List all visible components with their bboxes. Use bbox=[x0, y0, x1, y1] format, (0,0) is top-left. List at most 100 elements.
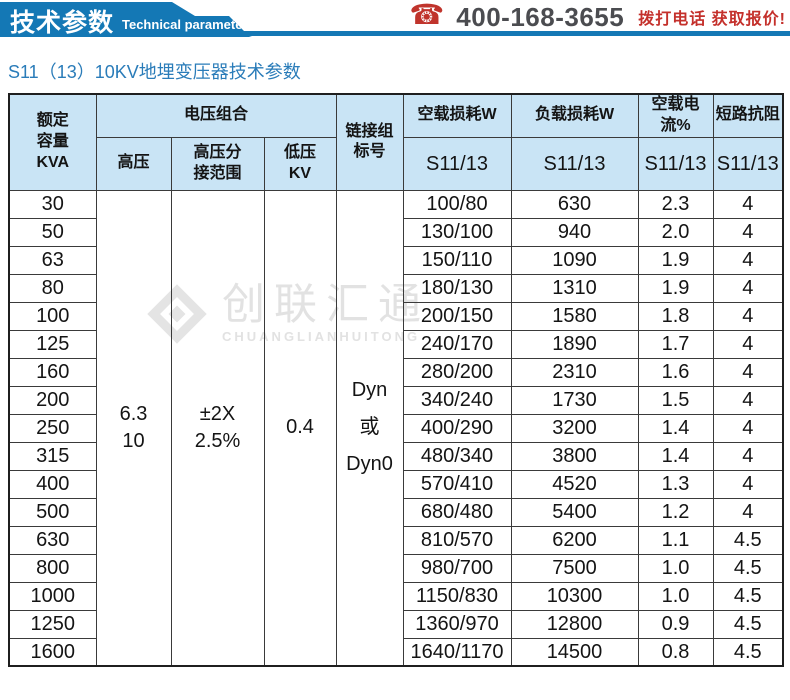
cell-no-load-current: 1.6 bbox=[637, 357, 714, 387]
header-no-load-current: 空载电流% bbox=[637, 93, 714, 138]
page-title: S11（13）10KV地埋变压器技术参数 bbox=[8, 62, 301, 82]
cell-impedance: 4 bbox=[712, 469, 784, 499]
cell-capacity: 400 bbox=[8, 469, 97, 499]
cell-impedance: 4 bbox=[712, 329, 784, 359]
cell-load-loss: 1090 bbox=[510, 245, 639, 275]
header-divider-line bbox=[0, 31, 790, 36]
cell-impedance: 4.5 bbox=[712, 609, 784, 639]
cell-capacity: 200 bbox=[8, 385, 97, 415]
table-row: 80 180/130 1310 1.9 4 bbox=[8, 273, 784, 303]
cell-load-loss: 6200 bbox=[510, 525, 639, 555]
cell-no-load-current: 1.7 bbox=[637, 329, 714, 359]
table-row: 1000 1150/830 10300 1.0 4.5 bbox=[8, 581, 784, 611]
cell-load-loss: 5400 bbox=[510, 497, 639, 527]
cell-capacity: 160 bbox=[8, 357, 97, 387]
telephone-icon: ☎ bbox=[409, 0, 445, 30]
cell-impedance: 4 bbox=[712, 413, 784, 443]
cell-no-load-loss: 150/110 bbox=[402, 245, 512, 275]
table-row: 125 240/170 1890 1.7 4 bbox=[8, 329, 784, 359]
cell-no-load-loss: 480/340 bbox=[402, 441, 512, 471]
cell-load-loss: 3800 bbox=[510, 441, 639, 471]
cell-no-load-current: 1.4 bbox=[637, 413, 714, 443]
cell-no-load-current: 1.2 bbox=[637, 497, 714, 527]
cell-no-load-current: 0.8 bbox=[637, 637, 714, 667]
cell-capacity: 250 bbox=[8, 413, 97, 443]
table-header: 额定 容量 KVA 电压组合 链接组 标号 空载损耗W 负载损耗W 空载电流% … bbox=[8, 93, 784, 191]
cell-no-load-loss: 680/480 bbox=[402, 497, 512, 527]
cell-no-load-current: 2.0 bbox=[637, 217, 714, 247]
cell-no-load-loss: 180/130 bbox=[402, 273, 512, 303]
header-hv-tap: 高压分 接范围 bbox=[170, 136, 265, 191]
cell-load-loss: 2310 bbox=[510, 357, 639, 387]
header-capacity: 额定 容量 KVA bbox=[8, 93, 97, 191]
cell-impedance: 4 bbox=[712, 357, 784, 387]
cell-no-load-current: 0.9 bbox=[637, 609, 714, 639]
header-lv: 低压 KV bbox=[263, 136, 337, 191]
table-row: 1600 1640/1170 14500 0.8 4.5 bbox=[8, 637, 784, 667]
header-model-no-load-current: S11/13 bbox=[637, 136, 714, 191]
cell-impedance: 4 bbox=[712, 189, 784, 219]
cell-capacity: 1600 bbox=[8, 637, 97, 667]
cell-hv-tap-value: ±2X 2.5% bbox=[170, 189, 265, 667]
cell-load-loss: 1580 bbox=[510, 301, 639, 331]
cell-impedance: 4.5 bbox=[712, 637, 784, 667]
header-voltage-group: 电压组合 bbox=[95, 93, 337, 138]
header-hv: 高压 bbox=[95, 136, 172, 191]
table-row: 30 6.3 10 ±2X 2.5% 0.4 Dyn 或 Dyn0 100/80 630 2.… bbox=[8, 189, 784, 667]
cell-no-load-current: 1.1 bbox=[637, 525, 714, 555]
cell-load-loss: 1730 bbox=[510, 385, 639, 415]
cell-hv-value: 6.3 10 bbox=[95, 189, 172, 667]
table-row: 100 200/150 1580 1.8 4 bbox=[8, 301, 784, 331]
cell-load-loss: 12800 bbox=[510, 609, 639, 639]
cell-capacity: 315 bbox=[8, 441, 97, 471]
spec-table-wrapper: 创联汇通 CHUANGLIANHUITONG 额定 容量 KVA 电压组合 链接… bbox=[8, 93, 784, 668]
cell-no-load-current: 1.9 bbox=[637, 273, 714, 303]
cell-no-load-loss: 1360/970 bbox=[402, 609, 512, 639]
cell-capacity: 800 bbox=[8, 553, 97, 583]
cell-no-load-current: 1.5 bbox=[637, 385, 714, 415]
cell-no-load-loss: 810/570 bbox=[402, 525, 512, 555]
banner-title: 技术参数 bbox=[10, 9, 115, 37]
cell-impedance: 4 bbox=[712, 497, 784, 527]
cell-no-load-current: 1.3 bbox=[637, 469, 714, 499]
cell-no-load-loss: 570/410 bbox=[402, 469, 512, 499]
cell-capacity: 630 bbox=[8, 525, 97, 555]
cell-impedance: 4 bbox=[712, 441, 784, 471]
top-bar: 技术参数 Technical parameter ☎ 400-168-3655 … bbox=[0, 0, 790, 37]
cell-load-loss: 630 bbox=[510, 189, 639, 219]
cell-no-load-loss: 340/240 bbox=[402, 385, 512, 415]
cell-impedance: 4.5 bbox=[712, 581, 784, 611]
cell-capacity: 80 bbox=[8, 273, 97, 303]
section-banner: 技术参数 Technical parameter bbox=[0, 2, 252, 37]
cell-no-load-loss: 130/100 bbox=[402, 217, 512, 247]
table-row: 63 150/110 1090 1.9 4 bbox=[8, 245, 784, 275]
cell-impedance: 4.5 bbox=[712, 553, 784, 583]
cell-no-load-loss: 1150/830 bbox=[402, 581, 512, 611]
cell-load-loss: 4520 bbox=[510, 469, 639, 499]
cell-no-load-current: 1.8 bbox=[637, 301, 714, 331]
cell-no-load-current: 1.0 bbox=[637, 553, 714, 583]
cell-no-load-loss: 400/290 bbox=[402, 413, 512, 443]
cell-no-load-loss: 200/150 bbox=[402, 301, 512, 331]
cell-load-loss: 940 bbox=[510, 217, 639, 247]
table-row: 800 980/700 7500 1.0 4.5 bbox=[8, 553, 784, 583]
cell-no-load-loss: 280/200 bbox=[402, 357, 512, 387]
cell-capacity: 30 bbox=[8, 189, 97, 219]
cell-capacity: 63 bbox=[8, 245, 97, 275]
phone-number: 400-168-3655 bbox=[456, 1, 625, 32]
cell-no-load-current: 1.4 bbox=[637, 441, 714, 471]
cell-no-load-current: 1.0 bbox=[637, 581, 714, 611]
cell-impedance: 4 bbox=[712, 245, 784, 275]
cell-connection-value: Dyn 或 Dyn0 bbox=[335, 189, 404, 667]
table-body: 30 6.3 10 ±2X 2.5% 0.4 Dyn 或 Dyn0 100/80 630 2.… bbox=[8, 189, 784, 667]
table-row: 630 810/570 6200 1.1 4.5 bbox=[8, 525, 784, 555]
cell-no-load-current: 1.9 bbox=[637, 245, 714, 275]
cell-load-loss: 1890 bbox=[510, 329, 639, 359]
phone-area: ☎ 400-168-3655 拨打电话 获取报价! bbox=[409, 0, 786, 34]
cell-load-loss: 3200 bbox=[510, 413, 639, 443]
header-model-no-load-loss: S11/13 bbox=[402, 136, 512, 191]
header-model-impedance: S11/13 bbox=[712, 136, 784, 191]
spec-table: 额定 容量 KVA 电压组合 链接组 标号 空载损耗W 负载损耗W 空载电流% … bbox=[8, 93, 784, 668]
header-impedance: 短路抗阻 bbox=[712, 93, 784, 138]
cell-capacity: 1250 bbox=[8, 609, 97, 639]
